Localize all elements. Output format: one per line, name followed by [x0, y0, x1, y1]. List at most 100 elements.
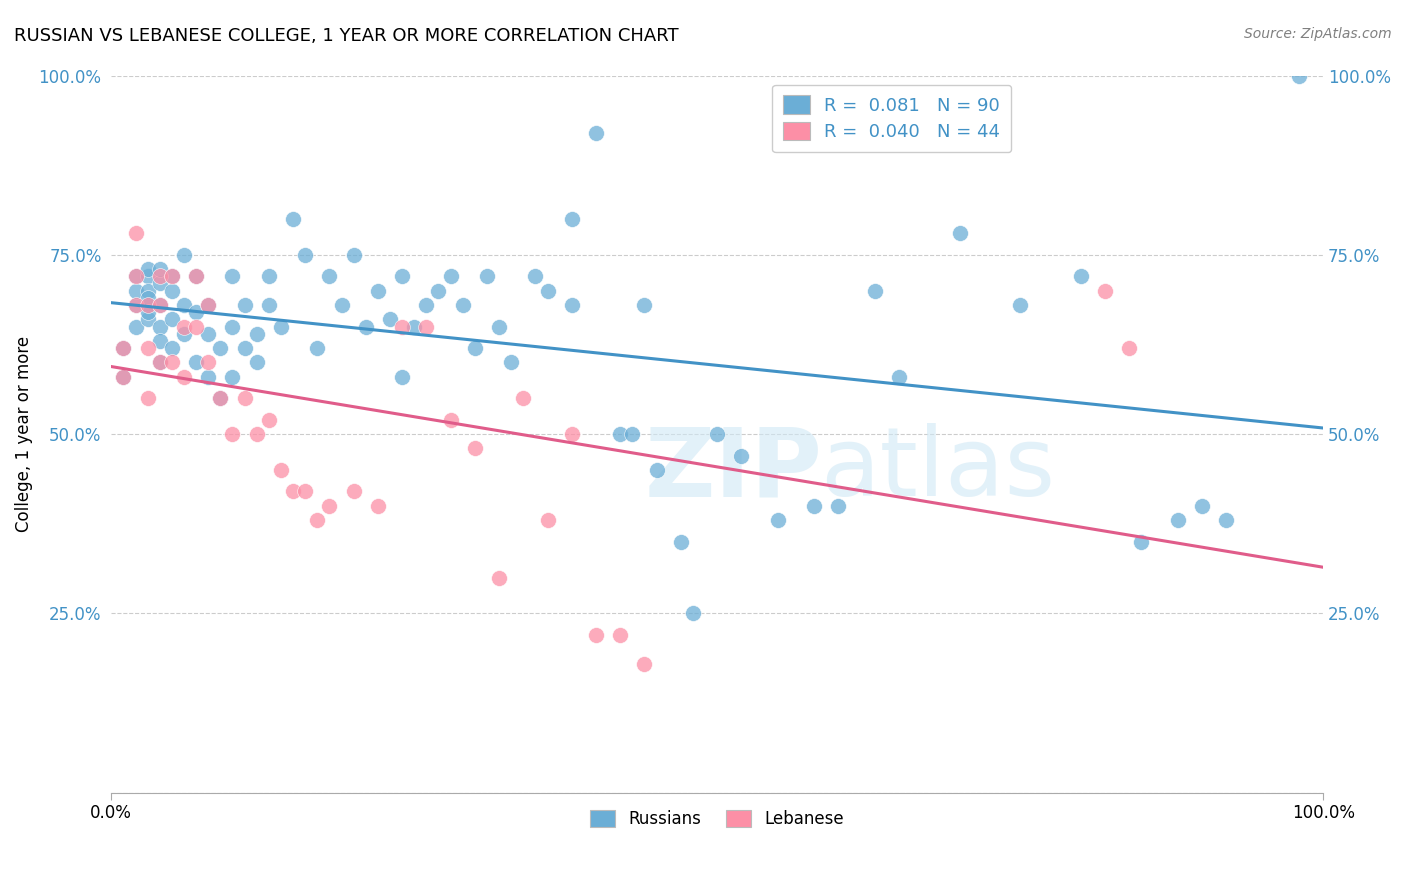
Point: [501, 355, 523, 369]
Point: [197, 298, 219, 312]
Point: [391, 369, 413, 384]
Point: [488, 570, 510, 584]
Point: [149, 262, 172, 277]
Point: [730, 449, 752, 463]
Point: [464, 442, 486, 456]
Point: [294, 248, 316, 262]
Point: [706, 427, 728, 442]
Point: [184, 355, 207, 369]
Point: [294, 484, 316, 499]
Point: [1010, 298, 1032, 312]
Point: [270, 319, 292, 334]
Point: [561, 427, 583, 442]
Point: [863, 284, 886, 298]
Point: [609, 628, 631, 642]
Point: [415, 298, 437, 312]
Point: [561, 211, 583, 226]
Point: [404, 319, 426, 334]
Point: [209, 391, 232, 405]
Point: [149, 269, 172, 284]
Point: [124, 284, 146, 298]
Point: [173, 326, 195, 341]
Point: [451, 298, 474, 312]
Point: [585, 126, 607, 140]
Point: [257, 269, 280, 284]
Point: [827, 499, 849, 513]
Point: [184, 305, 207, 319]
Point: [233, 298, 256, 312]
Point: [149, 355, 172, 369]
Point: [948, 227, 970, 241]
Text: RUSSIAN VS LEBANESE COLLEGE, 1 YEAR OR MORE CORRELATION CHART: RUSSIAN VS LEBANESE COLLEGE, 1 YEAR OR M…: [14, 27, 679, 45]
Point: [427, 284, 450, 298]
Point: [124, 269, 146, 284]
Point: [149, 334, 172, 348]
Point: [197, 326, 219, 341]
Point: [209, 341, 232, 355]
Point: [136, 312, 159, 326]
Point: [149, 355, 172, 369]
Point: [160, 312, 183, 326]
Point: [149, 298, 172, 312]
Point: [112, 369, 135, 384]
Point: [1130, 534, 1153, 549]
Point: [136, 298, 159, 312]
Point: [1215, 513, 1237, 527]
Point: [221, 369, 243, 384]
Point: [124, 298, 146, 312]
Point: [307, 513, 329, 527]
Point: [136, 391, 159, 405]
Point: [124, 319, 146, 334]
Point: [621, 427, 644, 442]
Point: [439, 269, 461, 284]
Point: [536, 513, 558, 527]
Point: [633, 657, 655, 671]
Point: [233, 391, 256, 405]
Point: [1094, 284, 1116, 298]
Point: [246, 427, 269, 442]
Point: [378, 312, 401, 326]
Point: [464, 341, 486, 355]
Point: [343, 484, 366, 499]
Point: [136, 269, 159, 284]
Point: [112, 369, 135, 384]
Point: [609, 427, 631, 442]
Point: [112, 341, 135, 355]
Point: [803, 499, 825, 513]
Point: [257, 413, 280, 427]
Point: [149, 319, 172, 334]
Point: [197, 298, 219, 312]
Point: [318, 269, 340, 284]
Point: [270, 463, 292, 477]
Point: [887, 369, 910, 384]
Point: [184, 269, 207, 284]
Text: atlas: atlas: [820, 424, 1056, 516]
Legend: Russians, Lebanese: Russians, Lebanese: [583, 803, 851, 835]
Point: [330, 298, 353, 312]
Point: [149, 277, 172, 291]
Point: [633, 298, 655, 312]
Point: [173, 298, 195, 312]
Point: [318, 499, 340, 513]
Point: [136, 291, 159, 305]
Point: [1070, 269, 1092, 284]
Point: [173, 369, 195, 384]
Point: [645, 463, 668, 477]
Point: [124, 269, 146, 284]
Point: [561, 298, 583, 312]
Point: [160, 284, 183, 298]
Point: [1118, 341, 1140, 355]
Point: [524, 269, 547, 284]
Point: [136, 341, 159, 355]
Point: [367, 284, 389, 298]
Point: [136, 305, 159, 319]
Point: [124, 298, 146, 312]
Point: [488, 319, 510, 334]
Point: [136, 262, 159, 277]
Point: [112, 341, 135, 355]
Point: [536, 284, 558, 298]
Point: [124, 227, 146, 241]
Point: [415, 319, 437, 334]
Point: [184, 319, 207, 334]
Point: [475, 269, 498, 284]
